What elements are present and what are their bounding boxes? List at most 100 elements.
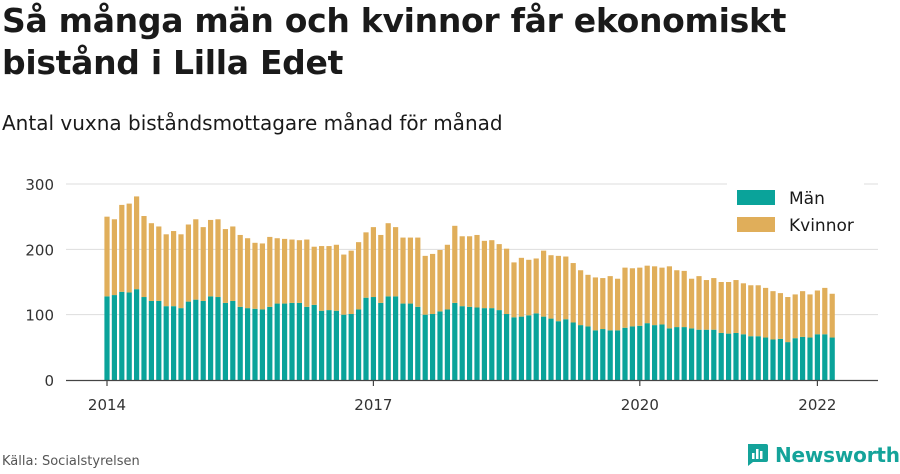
bar-men bbox=[356, 309, 362, 380]
bar-women bbox=[230, 226, 236, 301]
bar-women bbox=[689, 278, 695, 329]
legend-swatch-men bbox=[737, 190, 775, 205]
bar-men bbox=[333, 310, 339, 380]
bar-men bbox=[711, 329, 717, 380]
legend: Män Kvinnor bbox=[727, 180, 864, 244]
bar-women bbox=[474, 234, 480, 308]
bar-men bbox=[644, 323, 650, 380]
bar-men bbox=[578, 325, 584, 380]
bar-women bbox=[511, 262, 517, 318]
bar-men bbox=[689, 328, 695, 380]
bar-men bbox=[296, 302, 302, 380]
bar-women bbox=[718, 282, 724, 333]
bar-men bbox=[785, 342, 791, 380]
bar-men bbox=[422, 314, 428, 380]
bar-men bbox=[659, 324, 665, 380]
bar-women bbox=[496, 244, 502, 311]
bar-marks bbox=[104, 196, 835, 380]
bar-men bbox=[459, 306, 465, 380]
bar-men bbox=[496, 310, 502, 380]
bar-women bbox=[792, 294, 798, 339]
bar-men bbox=[622, 327, 628, 380]
bar-men bbox=[748, 336, 754, 380]
bar-women bbox=[578, 270, 584, 326]
bar-men bbox=[770, 339, 776, 380]
bar-men bbox=[304, 306, 310, 380]
bar-women bbox=[592, 277, 598, 331]
bar-men bbox=[814, 334, 820, 380]
chart-title: Så många män och kvinnor får ekonomiskt … bbox=[2, 1, 787, 82]
bar-men bbox=[252, 308, 258, 380]
bar-men bbox=[452, 302, 458, 380]
bar-men bbox=[467, 306, 473, 380]
bar-men bbox=[674, 327, 680, 380]
bar-women bbox=[185, 224, 191, 302]
bar-men bbox=[222, 302, 228, 380]
bar-women bbox=[245, 238, 251, 309]
bar-women bbox=[119, 204, 125, 292]
bar-women bbox=[600, 278, 606, 330]
bar-men bbox=[400, 303, 406, 380]
bar-women bbox=[622, 267, 628, 328]
bar-women bbox=[326, 246, 332, 311]
bar-men bbox=[755, 336, 761, 380]
bar-men bbox=[548, 318, 554, 380]
bar-women bbox=[829, 293, 835, 338]
bar-women bbox=[444, 244, 450, 310]
bar-women bbox=[489, 240, 495, 309]
bar-women bbox=[770, 291, 776, 340]
bar-women bbox=[319, 246, 325, 311]
bar-men bbox=[822, 334, 828, 380]
axes: 0 100 200 300 2014 2017 2020 2022 bbox=[25, 176, 878, 414]
bar-men bbox=[245, 308, 251, 380]
bar-men bbox=[282, 303, 288, 380]
bar-men bbox=[518, 316, 524, 380]
bar-men bbox=[363, 297, 369, 380]
bar-men bbox=[726, 333, 732, 380]
bar-women bbox=[481, 240, 487, 309]
bar-women bbox=[126, 203, 132, 293]
bar-men bbox=[415, 306, 421, 380]
bar-women bbox=[533, 258, 539, 314]
bar-women bbox=[311, 246, 317, 305]
bar-men bbox=[807, 337, 813, 380]
bar-men bbox=[563, 319, 569, 380]
bar-men bbox=[200, 300, 206, 380]
bar-men bbox=[185, 301, 191, 380]
bar-men bbox=[348, 314, 354, 380]
bar-women bbox=[607, 276, 613, 331]
bar-women bbox=[171, 231, 177, 307]
bar-women bbox=[822, 287, 828, 335]
bar-women bbox=[644, 265, 650, 324]
bar-men bbox=[430, 314, 436, 380]
bar-women bbox=[215, 219, 221, 298]
bar-women bbox=[333, 244, 339, 311]
bar-men bbox=[393, 296, 399, 380]
bar-men bbox=[193, 299, 199, 380]
bar-men bbox=[666, 328, 672, 380]
bar-women bbox=[274, 238, 280, 304]
bar-women bbox=[282, 238, 288, 304]
bar-men bbox=[119, 291, 125, 380]
bar-women bbox=[370, 227, 376, 298]
bar-men bbox=[800, 336, 806, 380]
bar-men bbox=[141, 297, 147, 380]
bar-women bbox=[814, 290, 820, 335]
bar-men bbox=[718, 332, 724, 380]
legend-swatch-women bbox=[737, 217, 775, 232]
bar-women bbox=[504, 248, 510, 315]
bar-women bbox=[777, 293, 783, 339]
bar-women bbox=[252, 242, 258, 309]
bar-men bbox=[326, 310, 332, 380]
bar-men bbox=[407, 303, 413, 380]
bar-women bbox=[134, 196, 140, 290]
y-tick-label: 300 bbox=[25, 176, 54, 194]
bar-men bbox=[607, 330, 613, 380]
bar-men bbox=[733, 332, 739, 380]
bar-women bbox=[178, 234, 184, 309]
bar-women bbox=[555, 255, 561, 322]
bar-men bbox=[289, 302, 295, 380]
bar-women bbox=[437, 249, 443, 312]
source-note: Källa: Socialstyrelsen bbox=[2, 454, 140, 469]
